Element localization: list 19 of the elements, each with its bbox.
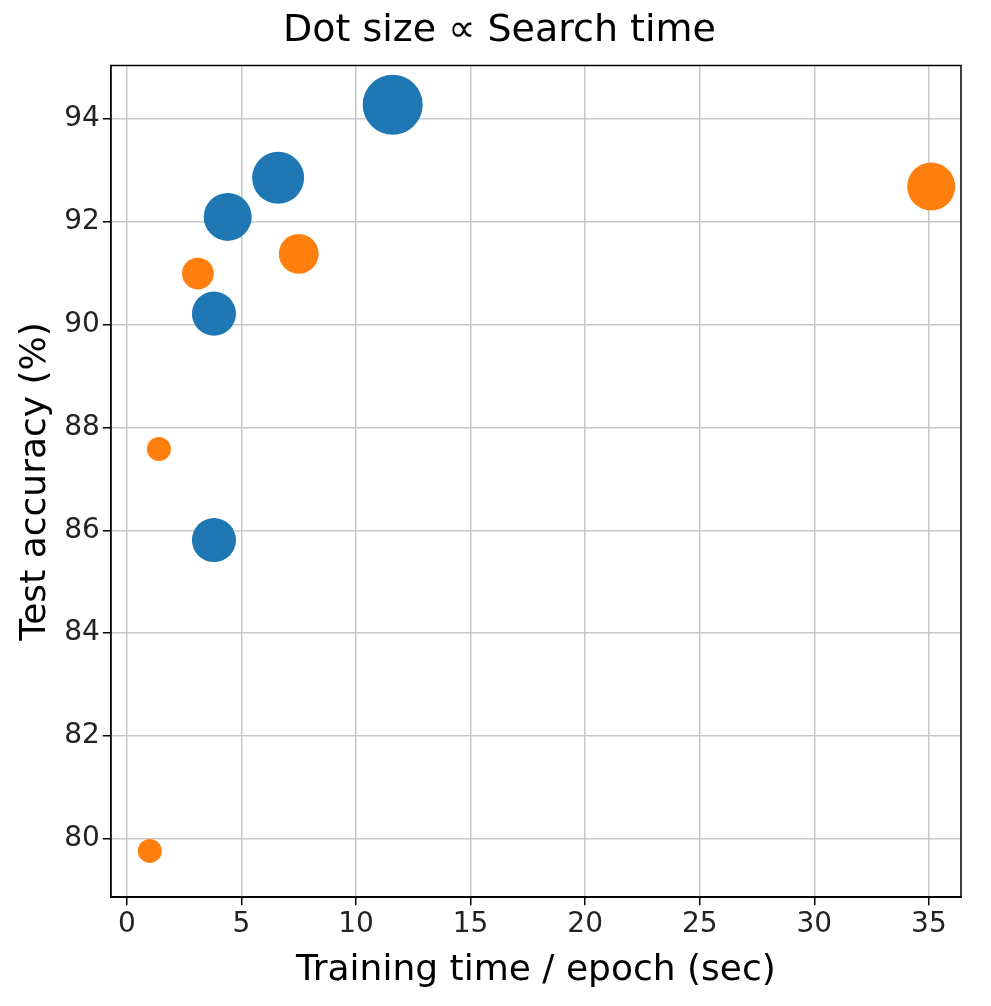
x-tick-label: 30 — [796, 906, 833, 940]
chart-title: Dot size ∝ Search time — [283, 5, 716, 50]
y-tick-label: 90 — [64, 305, 100, 339]
y-tick-label: 86 — [64, 511, 100, 545]
x-tick-label: 15 — [452, 906, 489, 940]
y-tick-label: 94 — [64, 99, 100, 133]
y-axis-title: Test accuracy (%) — [11, 322, 53, 642]
y-tick-label: 88 — [64, 408, 100, 442]
y-tick-label: 92 — [64, 202, 100, 236]
y-tick-label: 80 — [64, 820, 100, 854]
x-tick-label: 20 — [567, 906, 603, 940]
x-tick-label: 10 — [338, 906, 374, 940]
y-tick-label: 84 — [64, 614, 100, 648]
y-tick-label: 82 — [64, 717, 100, 751]
x-axis-title: Training time / epoch (sec) — [295, 946, 776, 988]
x-tick-label: 0 — [117, 906, 136, 940]
x-tick-label: 25 — [681, 906, 718, 940]
x-tick-label: 5 — [232, 906, 251, 940]
x-tick-label: 35 — [911, 906, 947, 940]
